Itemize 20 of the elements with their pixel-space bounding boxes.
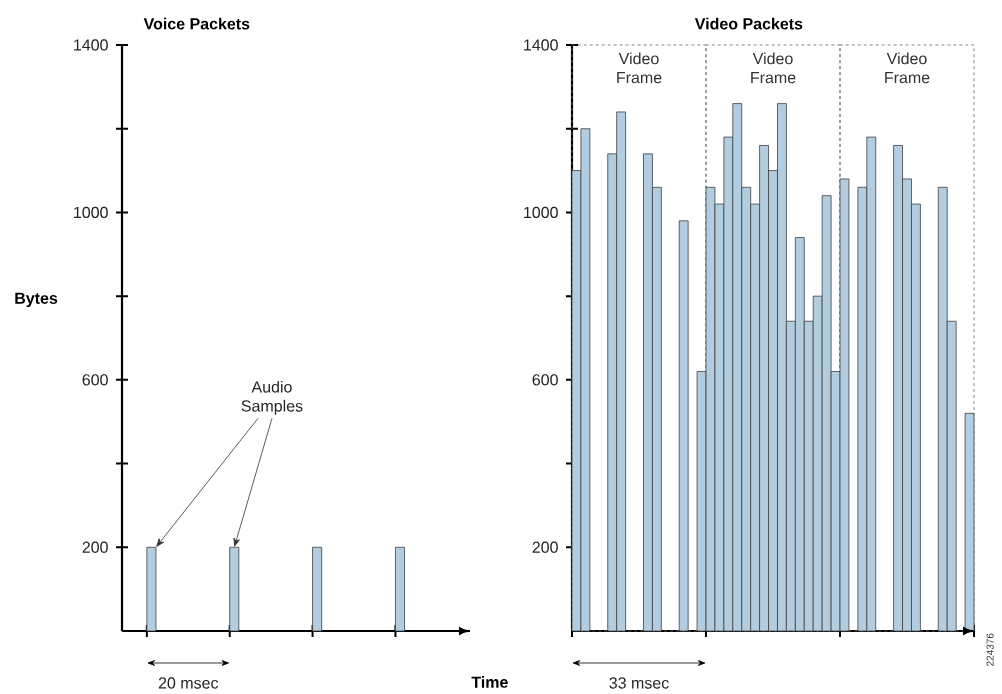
y-tick-label: 600: [532, 374, 558, 386]
chart-title: Video Packets: [694, 17, 803, 30]
y-tick-label: 1400: [524, 39, 558, 51]
annotation: Video Frame: [617, 52, 662, 84]
y-tick-label: 1000: [524, 206, 558, 219]
annotation: Video Frame: [885, 52, 930, 84]
annotation: Audio Samples: [241, 380, 303, 415]
text: 224376: [986, 633, 994, 666]
y-tick-label: 200: [532, 541, 558, 553]
text: 33 msec: [609, 677, 669, 689]
y-tick-label: 200: [82, 541, 108, 553]
bar: [678, 220, 689, 632]
x-axis-title: Time: [471, 676, 508, 688]
y-axis-title: Bytes: [15, 292, 58, 308]
y-tick-label: 1400: [74, 39, 108, 51]
y-tick-label: 600: [82, 374, 108, 386]
chart-title: Voice Packets: [143, 17, 250, 30]
annotation: Video Frame: [751, 52, 796, 84]
y-tick-label: 1000: [74, 206, 108, 219]
text: 20 msec: [158, 677, 219, 689]
